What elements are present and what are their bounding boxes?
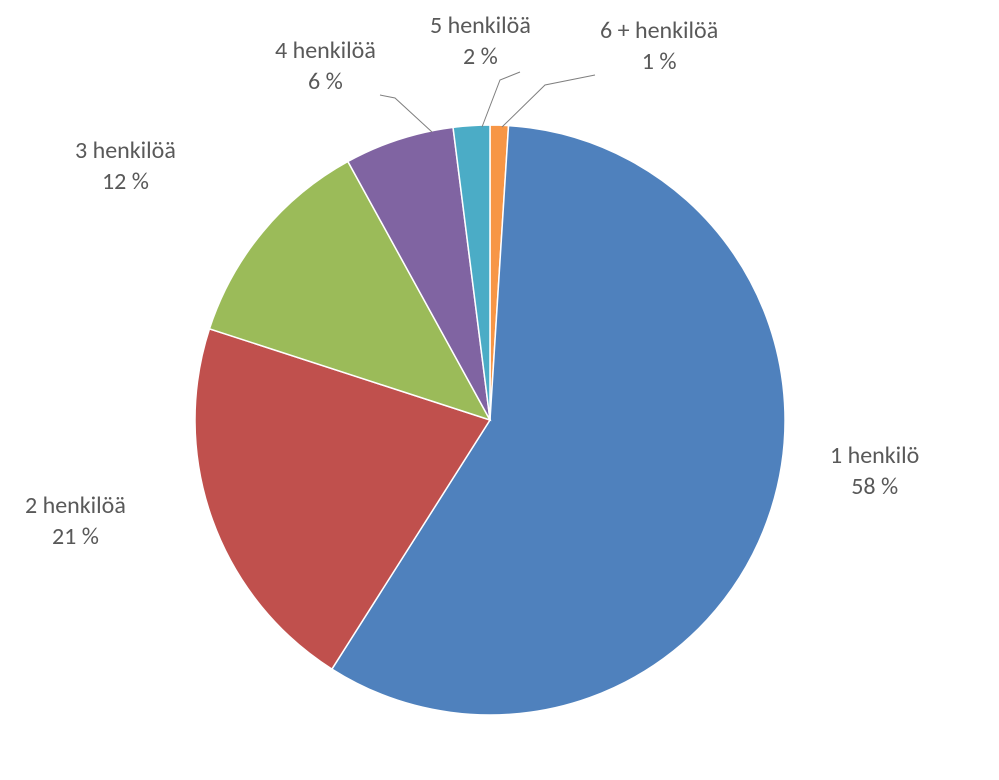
pie-slice-label: 6 + henkilöä1 % xyxy=(600,15,718,77)
leader-line xyxy=(502,75,595,127)
slice-percent-text: 12 % xyxy=(75,166,176,197)
slice-label-text: 2 henkilöä xyxy=(25,490,126,521)
pie-slice-label: 1 henkilö58 % xyxy=(830,440,919,502)
pie-slice-label: 3 henkilöä12 % xyxy=(75,135,176,197)
leader-line xyxy=(482,72,520,127)
leader-line xyxy=(380,95,432,132)
slice-percent-text: 6 % xyxy=(275,66,376,97)
slice-label-text: 6 + henkilöä xyxy=(600,15,718,46)
slice-percent-text: 2 % xyxy=(430,41,531,72)
slice-percent-text: 58 % xyxy=(830,471,919,502)
slice-label-text: 3 henkilöä xyxy=(75,135,176,166)
slice-label-text: 1 henkilö xyxy=(830,440,919,471)
slice-percent-text: 21 % xyxy=(25,521,126,552)
pie-chart-container: 6 + henkilöä1 % 1 henkilö58 % 2 henkilöä21… xyxy=(0,0,999,780)
slice-label-text: 4 henkilöä xyxy=(275,35,376,66)
pie-slice-label: 4 henkilöä6 % xyxy=(275,35,376,97)
slice-percent-text: 1 % xyxy=(600,46,718,77)
pie-slice-label: 2 henkilöä21 % xyxy=(25,490,126,552)
pie-chart-svg xyxy=(0,0,999,780)
slice-label-text: 5 henkilöä xyxy=(430,10,531,41)
pie-slice-label: 5 henkilöä2 % xyxy=(430,10,531,72)
